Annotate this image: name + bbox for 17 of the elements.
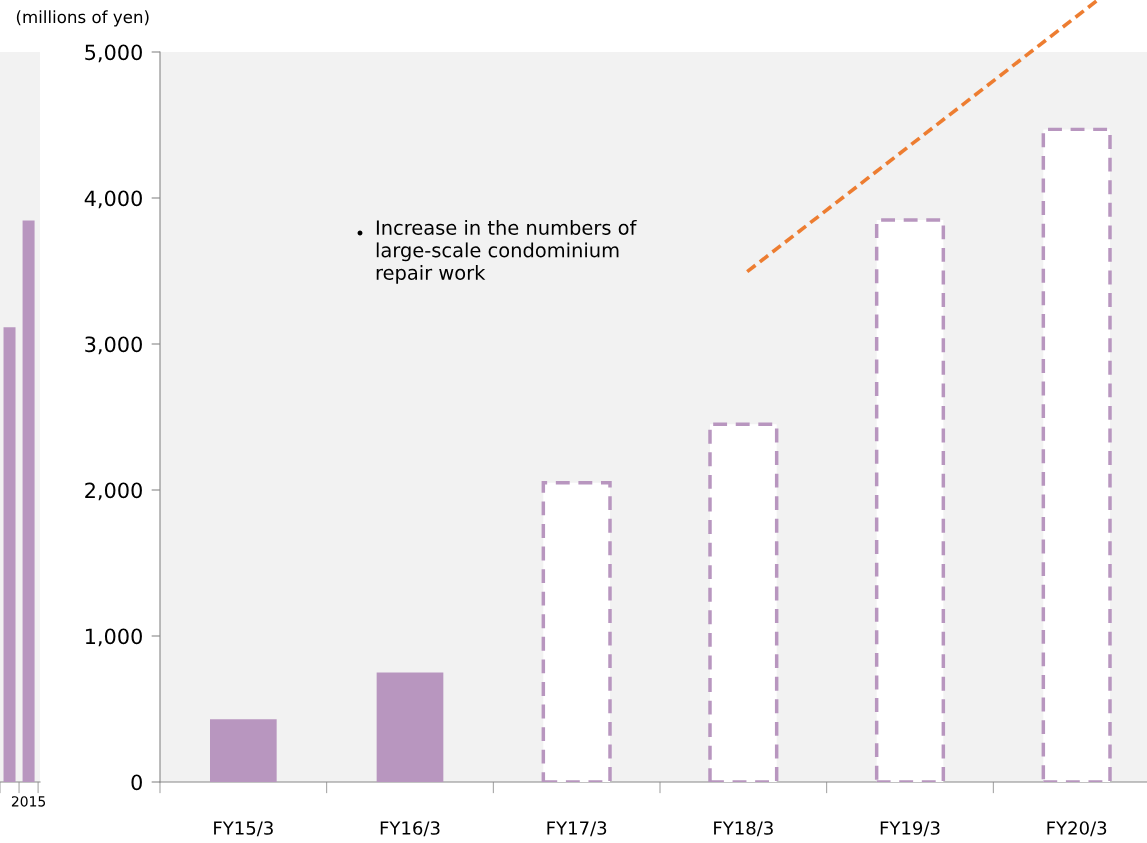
x-tick-label: FY20/3 [1047,821,1107,837]
y-axis-title: (millions of yen) [16,10,149,27]
annotation: Increase in the numbers of large-scale condominium repair work [376,219,637,284]
x-tick-label: 2015 [11,796,46,807]
y-tick-label: 4,000 [84,190,142,209]
y-tick-label: 1,000 [85,628,142,647]
x-tick-label: FY17/3 [547,821,607,837]
bar [376,672,444,782]
y-tick-label: 0 [131,774,142,791]
x-tick-label: FY18/3 [714,821,773,837]
bar [210,719,277,782]
x-tick-label: FY19/3 [880,821,940,837]
y-tick-label: 3,000 [85,336,142,355]
y-tick-label: 2,000 [85,482,142,501]
x-tick-label: FY15/3 [214,821,273,837]
x-tick-label: FY16/3 [380,821,440,837]
y-tick-label: 5,000 [85,44,142,63]
